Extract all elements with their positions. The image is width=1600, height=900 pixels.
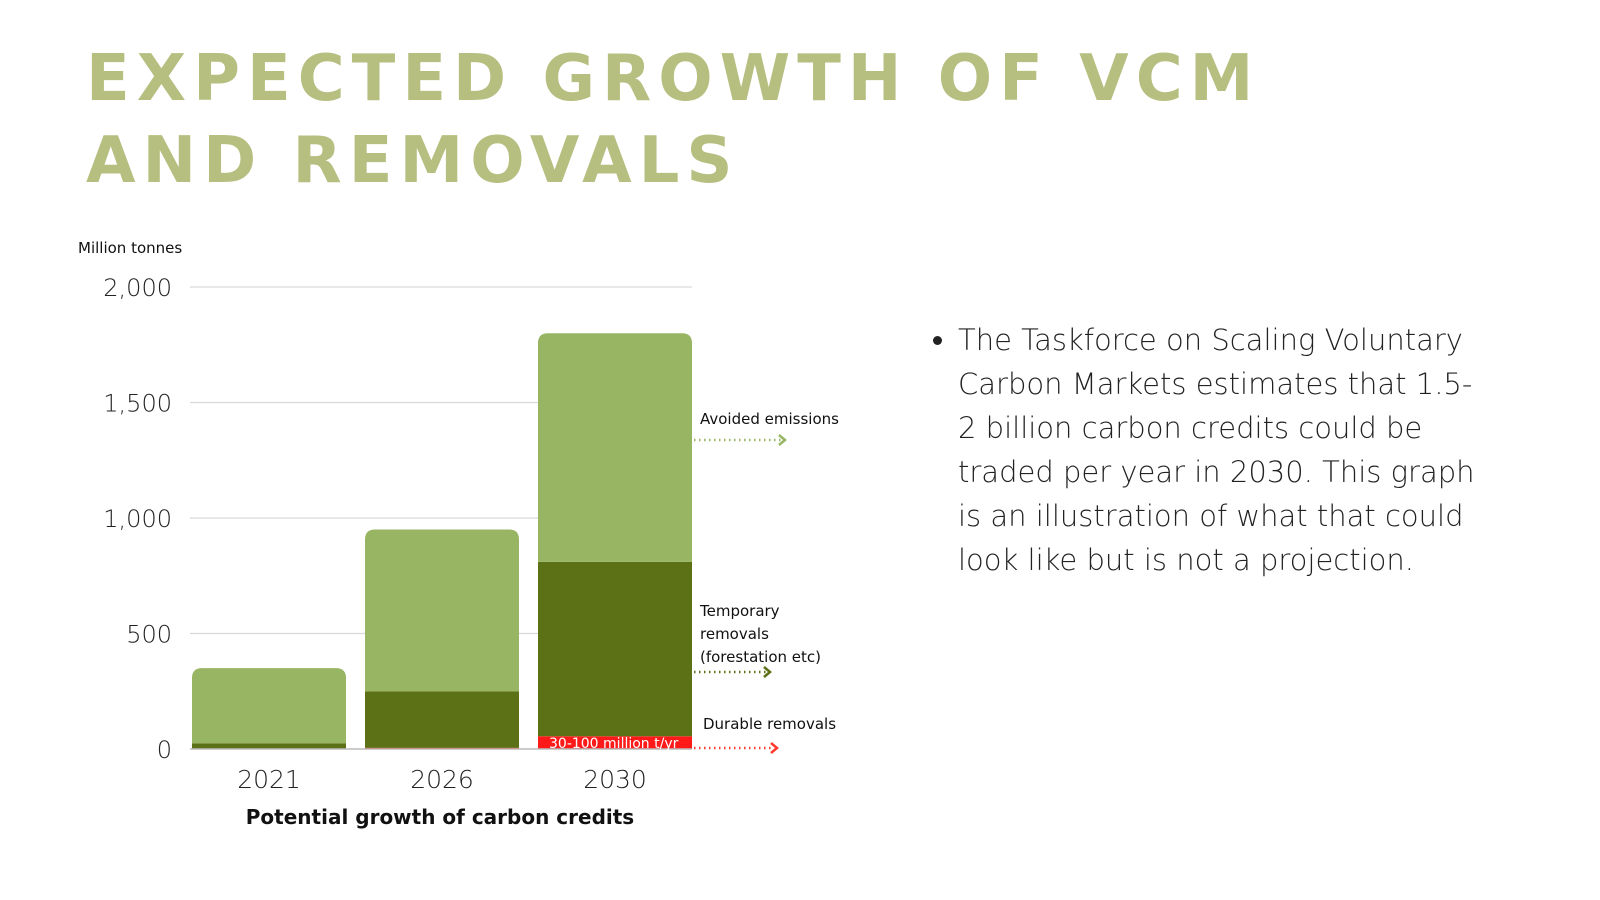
arrowhead-icon <box>778 434 787 446</box>
y-axis-label: Million tonnes <box>78 239 182 257</box>
annotation-temporary: Temporary <box>699 602 780 620</box>
annotation-durable: Durable removals <box>703 715 836 733</box>
x-tick-label: 2021 <box>237 765 301 794</box>
bar-segment-avoided-2021 <box>192 668 346 744</box>
bar-segment-avoided-2026 <box>365 529 519 692</box>
y-tick-label: 1,500 <box>103 390 172 418</box>
bar-segment-temporary-2021 <box>192 743 346 749</box>
page-title: EXPECTED GROWTH OF VCM AND REMOVALS <box>86 42 1261 198</box>
y-tick-label: 1,000 <box>103 505 172 533</box>
x-tick-label: 2026 <box>410 765 474 794</box>
y-tick-label: 0 <box>157 736 172 764</box>
y-tick-label: 2,000 <box>103 274 172 302</box>
annotation-temporary: removals <box>700 625 769 643</box>
bar-segment-temporary-2026 <box>365 691 519 748</box>
annotation-avoided: Avoided emissions <box>700 410 839 428</box>
bar-segment-avoided-2030 <box>538 333 692 562</box>
arrowhead-icon <box>763 666 772 678</box>
x-tick-label: 2030 <box>583 765 647 794</box>
bar-segment-temporary-2030 <box>538 561 692 737</box>
stacked-bar-chart: Million tonnes 0 500 1,000 1,500 2,000 2021 202… <box>78 239 839 829</box>
annotation-temporary: (forestation etc) <box>700 648 821 666</box>
durable-range-label: 30-100 million t/yr <box>549 736 679 752</box>
bullet-text: The Taskforce on Scaling Voluntary Carbo… <box>958 318 1490 582</box>
x-axis-title: Potential growth of carbon credits <box>246 805 634 829</box>
bar-segment-durable-2030 <box>538 736 692 749</box>
arrowhead-icon <box>770 742 779 754</box>
y-tick-label: 500 <box>126 621 172 649</box>
description: The Taskforce on Scaling Voluntary Carbo… <box>930 318 1490 582</box>
